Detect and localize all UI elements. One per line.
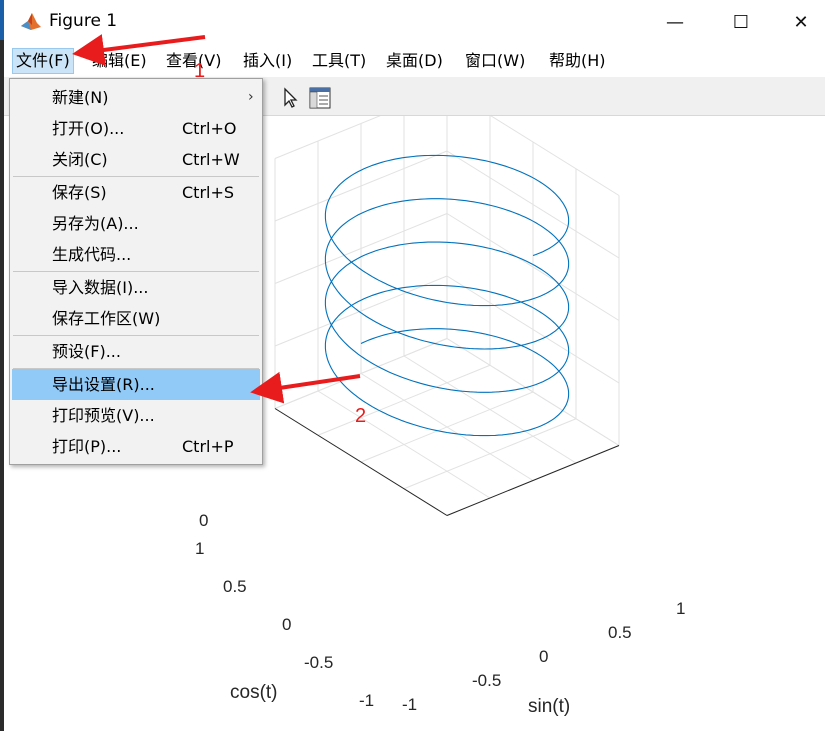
y-tick-neg0.5: -0.5 bbox=[304, 653, 333, 672]
menu-tools[interactable]: 工具(T) bbox=[312, 51, 367, 70]
title-bar: Figure 1 — ☐ ✕ bbox=[0, 0, 825, 44]
file-menu-dropdown: 新建(N) › 打开(O)... Ctrl+O 关闭(C) Ctrl+W 保存(S) C… bbox=[9, 78, 263, 465]
menu-item-export-setup[interactable]: 导出设置(R)... bbox=[12, 369, 260, 400]
x-tick-0.5: 0.5 bbox=[608, 623, 632, 642]
floor-grid-line bbox=[317, 364, 491, 436]
axis-lines bbox=[274, 408, 620, 516]
maximize-button[interactable]: ☐ bbox=[732, 12, 750, 33]
back-wall-grid-line bbox=[274, 338, 448, 409]
menu-separator bbox=[13, 176, 259, 177]
menu-item-save[interactable]: 保存(S) Ctrl+S bbox=[52, 183, 235, 202]
side-wall-grid-line bbox=[446, 213, 620, 321]
back-wall-grid-line bbox=[274, 150, 448, 222]
property-inspector-icon[interactable] bbox=[308, 86, 332, 110]
menu-window[interactable]: 窗口(W) bbox=[465, 51, 526, 70]
submenu-arrow-icon: › bbox=[248, 89, 254, 105]
y-tick-neg1: -1 bbox=[359, 691, 374, 710]
x-axis-line bbox=[446, 445, 620, 516]
menu-item-save-workspace[interactable]: 保存工作区(W) bbox=[52, 309, 161, 328]
menu-view[interactable]: 查看(V) bbox=[166, 51, 222, 70]
menu-item-print-preview[interactable]: 打印预览(V)... bbox=[52, 406, 155, 425]
helix-line bbox=[324, 154, 570, 437]
menu-separator bbox=[13, 271, 259, 272]
pointer-icon[interactable] bbox=[280, 86, 304, 110]
x-tick-0: 0 bbox=[539, 647, 548, 666]
annotation-label-1: 1 bbox=[194, 60, 206, 82]
menu-item-new[interactable]: 新建(N) › bbox=[12, 82, 260, 113]
floor-grid-line bbox=[403, 355, 577, 464]
y-axis-line bbox=[274, 408, 448, 516]
x-tick-neg0.5: -0.5 bbox=[472, 671, 501, 690]
x-tick-neg1: -1 bbox=[402, 695, 417, 714]
window-title: Figure 1 bbox=[49, 11, 118, 31]
menu-item-save-as[interactable]: 另存为(A)... bbox=[52, 214, 139, 233]
y-tick-0: 0 bbox=[282, 615, 291, 634]
back-wall-grid-line bbox=[274, 213, 448, 284]
menu-separator bbox=[13, 368, 259, 369]
x-axis-label: sin(t) bbox=[528, 696, 570, 717]
menu-bar: 文件(F) 编辑(E) 查看(V) 插入(I) 工具(T) 桌面(D) 窗口(W… bbox=[0, 44, 825, 77]
menu-separator bbox=[13, 335, 259, 336]
floor-grid-line bbox=[360, 391, 534, 463]
z-tick-0: 0 bbox=[199, 511, 208, 530]
menu-edit[interactable]: 编辑(E) bbox=[92, 51, 147, 70]
side-wall-grid-line bbox=[446, 275, 620, 384]
side-wall-grid-line bbox=[490, 116, 620, 196]
menu-item-open[interactable]: 打开(O)... Ctrl+O bbox=[52, 119, 237, 138]
menu-item-import-data[interactable]: 导入数据(I)... bbox=[52, 278, 149, 297]
x-tick-1: 1 bbox=[676, 599, 685, 618]
menu-item-print[interactable]: 打印(P)... Ctrl+P bbox=[52, 437, 234, 456]
matlab-icon bbox=[21, 13, 41, 30]
menu-file[interactable]: 文件(F) bbox=[12, 48, 74, 74]
minimize-button[interactable]: — bbox=[666, 12, 684, 33]
menu-help[interactable]: 帮助(H) bbox=[549, 51, 606, 70]
left-edge-accent bbox=[0, 0, 4, 40]
close-button[interactable]: ✕ bbox=[793, 12, 809, 33]
menu-item-close[interactable]: 关闭(C) Ctrl+W bbox=[52, 150, 240, 169]
back-wall-grid-line bbox=[274, 275, 448, 347]
annotation-label-2: 2 bbox=[355, 405, 367, 427]
y-tick-1: 1 bbox=[195, 539, 204, 558]
y-tick-0.5: 0.5 bbox=[223, 577, 247, 596]
menu-item-generate-code[interactable]: 生成代码... bbox=[52, 245, 132, 264]
left-edge bbox=[0, 0, 4, 731]
side-wall-grid-line bbox=[446, 338, 620, 446]
menu-insert[interactable]: 插入(I) bbox=[243, 51, 293, 70]
side-wall-grid-line bbox=[446, 150, 620, 259]
helix-plot[interactable]: 0 1 0.5 0 -0.5 -1 -1 -0.5 0 0.5 1 cos(t)… bbox=[4, 116, 825, 731]
menu-item-preferences[interactable]: 预设(F)... bbox=[52, 342, 121, 361]
menu-desktop[interactable]: 桌面(D) bbox=[386, 51, 443, 70]
y-axis-label: cos(t) bbox=[230, 682, 278, 703]
back-wall-grid-line bbox=[274, 116, 381, 159]
